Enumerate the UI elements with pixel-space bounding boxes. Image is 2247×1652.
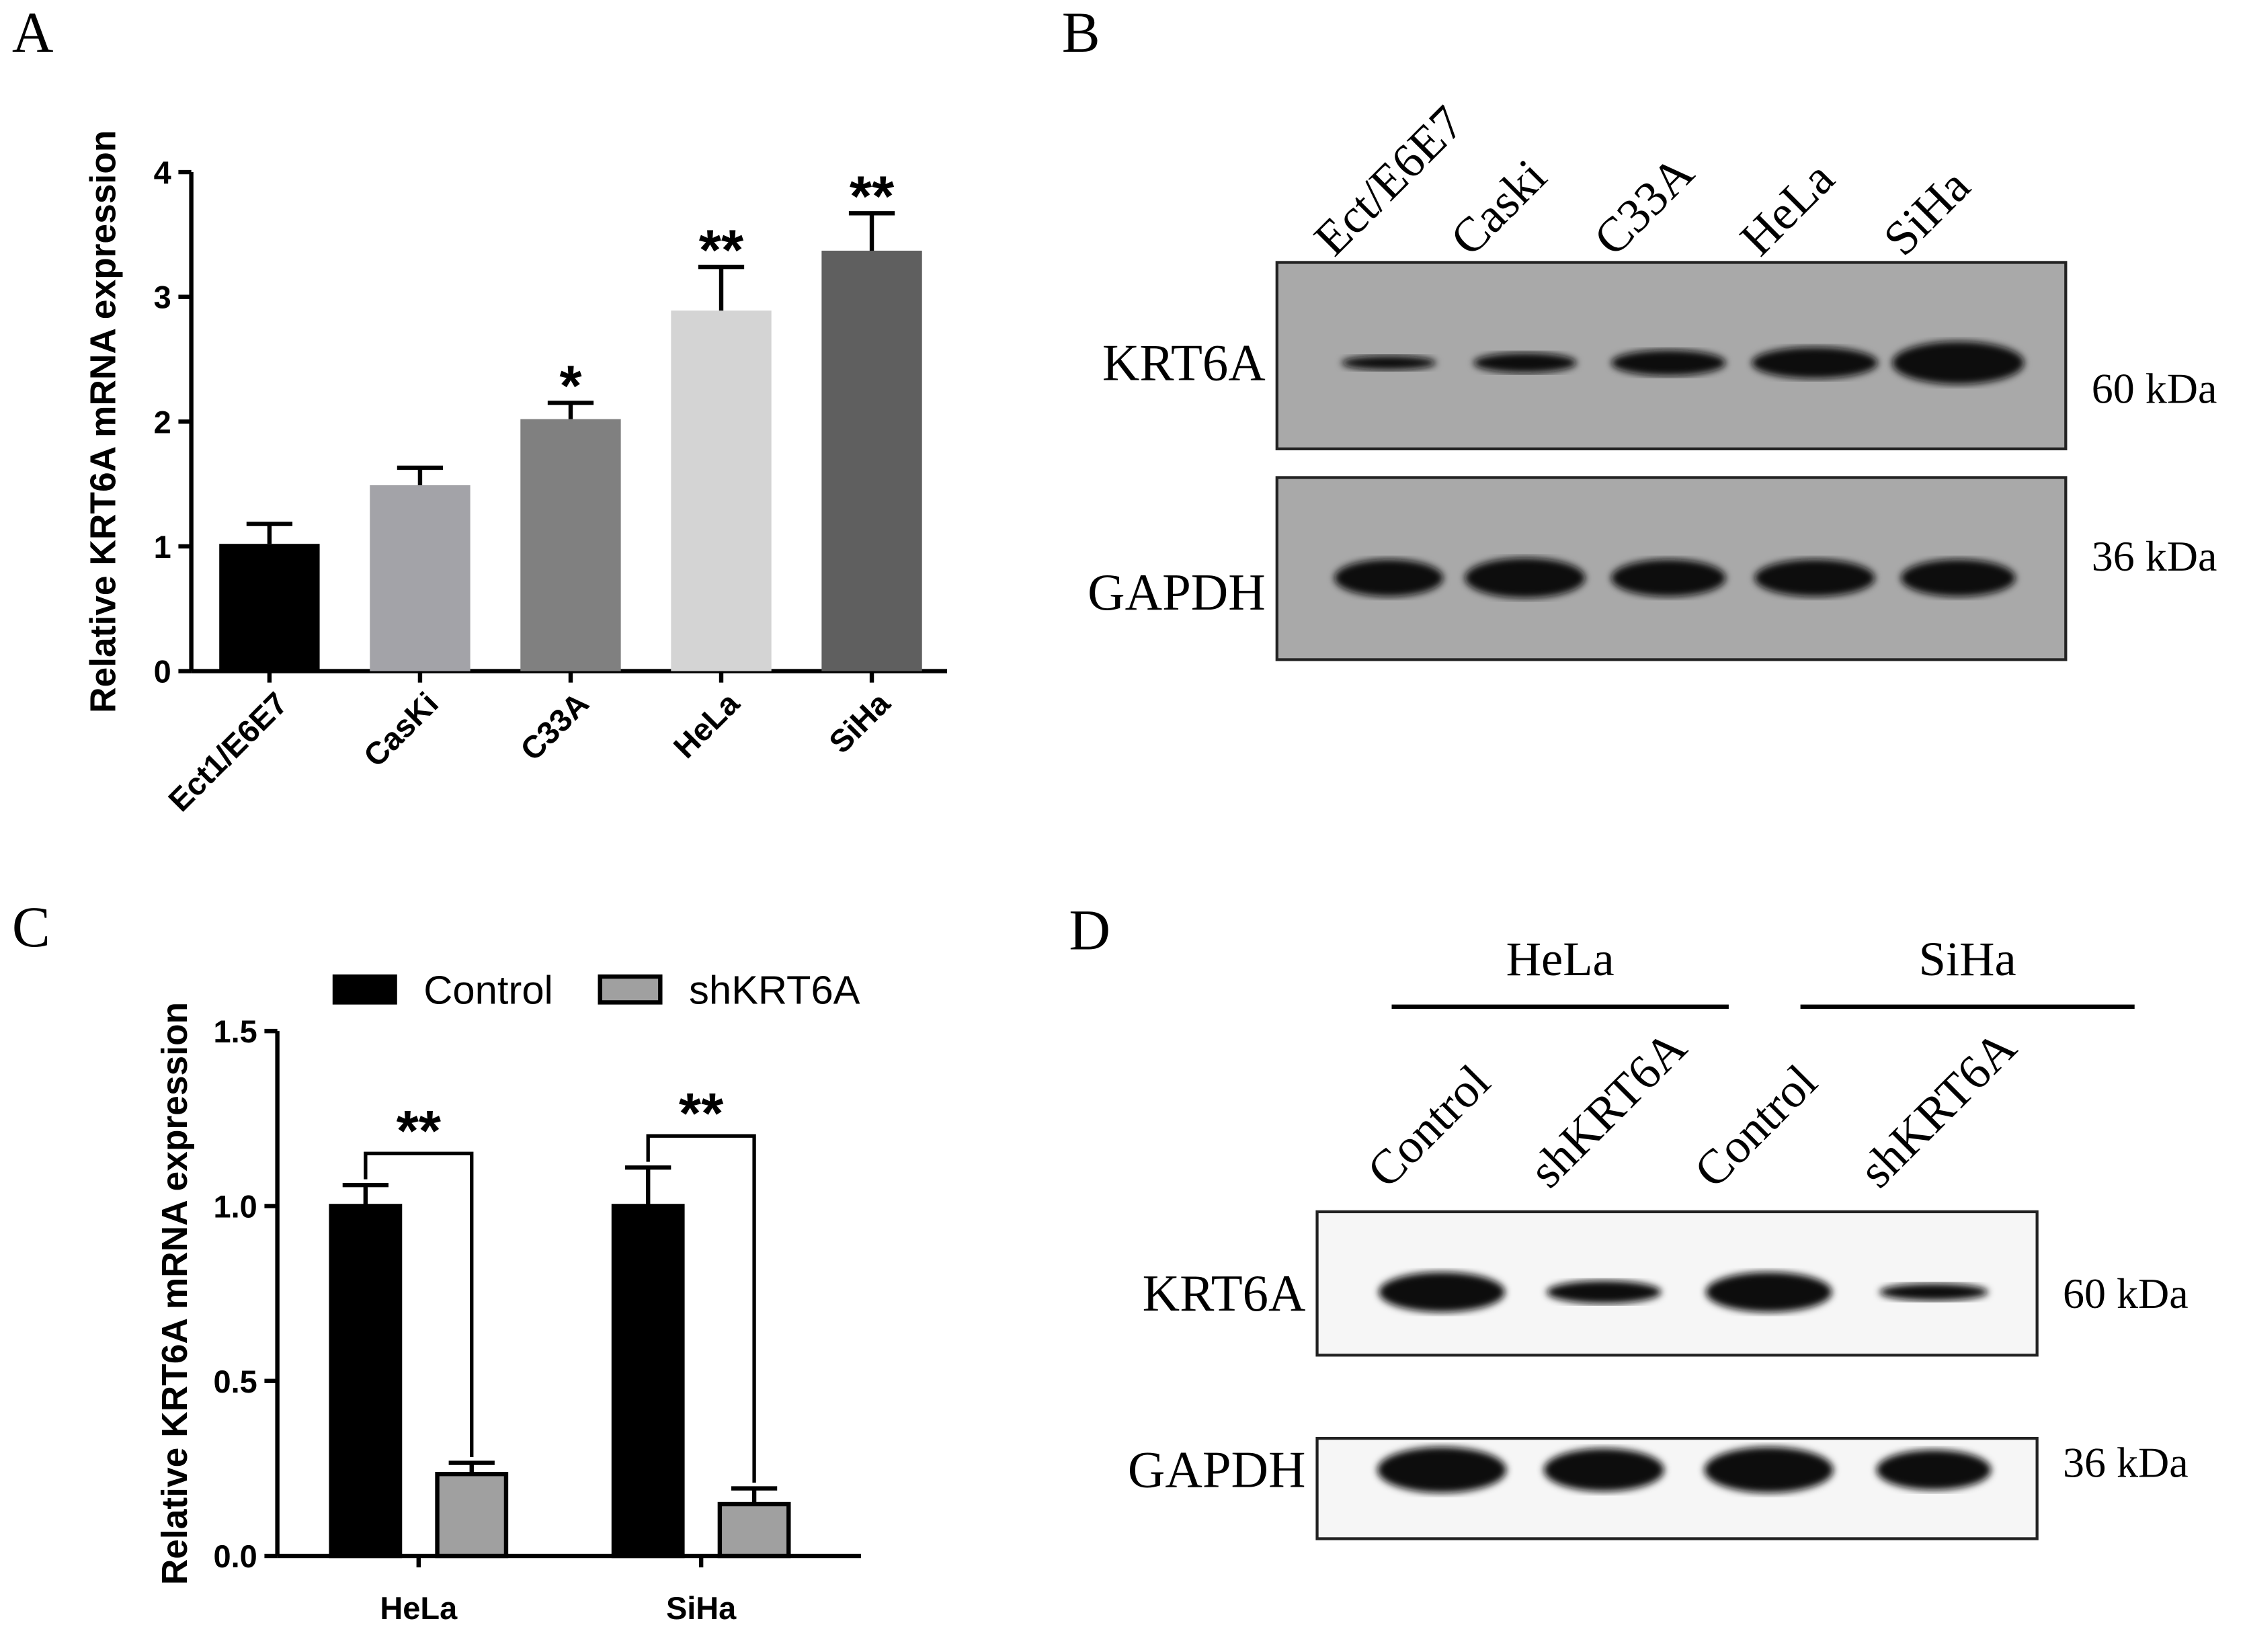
band	[1610, 349, 1726, 376]
significance: *	[559, 355, 582, 419]
size-label: 60 kDa	[2092, 365, 2217, 413]
lane-label: SiHa	[1873, 159, 1980, 266]
y-tick-label: 1.5	[214, 1014, 257, 1049]
band	[1704, 1446, 1834, 1493]
band	[1705, 1272, 1832, 1313]
x-tick-label: HeLa	[667, 685, 747, 765]
size-label: 60 kDa	[2063, 1270, 2189, 1317]
band	[1892, 341, 2025, 384]
y-tick-label: 0	[154, 655, 171, 690]
panel-letter: B	[1062, 1, 1100, 65]
lane-label: Ect/E6E7	[1303, 95, 1474, 266]
group-label: SiHa	[1919, 932, 2016, 986]
band	[1876, 1450, 1992, 1490]
lane-label: Control	[1356, 1054, 1500, 1198]
bar	[520, 419, 621, 671]
bar	[370, 485, 471, 671]
bar	[329, 1204, 403, 1559]
y-tick-label: 0.5	[214, 1364, 257, 1399]
y-tick-label: 4	[154, 155, 171, 190]
bar	[435, 1472, 509, 1559]
significance: **	[397, 1100, 442, 1163]
bar	[717, 1501, 791, 1559]
lane-label: HeLa	[1729, 151, 1844, 265]
band	[1752, 347, 1878, 379]
row-label: GAPDH	[1088, 564, 1266, 621]
bar	[821, 250, 922, 671]
significance: **	[699, 218, 744, 282]
band	[1465, 558, 1586, 598]
significance: **	[679, 1082, 724, 1146]
group-label: HeLa	[1506, 932, 1615, 986]
lane-label: Caski	[1440, 149, 1557, 265]
bar	[219, 544, 320, 671]
x-tick-label: C33A	[514, 686, 596, 768]
x-tick-label: SiHa	[822, 685, 897, 759]
y-axis-label: Relative KRT6A mRNA expression	[84, 130, 124, 713]
band	[1341, 356, 1436, 370]
legend-swatch	[332, 974, 397, 1005]
lane-label: shKRT6A	[1518, 1020, 1697, 1198]
x-tick-label: Ect1/E6E7	[162, 686, 294, 818]
band	[1377, 1446, 1507, 1493]
row-label: KRT6A	[1143, 1265, 1306, 1322]
y-tick-label: 3	[154, 280, 171, 315]
band	[1543, 1448, 1664, 1492]
band	[1754, 559, 1875, 597]
y-tick-label: 0.0	[214, 1539, 257, 1574]
lane-label: shKRT6A	[1848, 1020, 2027, 1198]
significance-bracket	[646, 1134, 756, 1483]
band	[1900, 559, 2016, 597]
band	[1473, 352, 1577, 373]
row-label: KRT6A	[1102, 334, 1266, 391]
lane-label: C33A	[1583, 145, 1704, 266]
x-tick-label: SiHa	[666, 1591, 737, 1626]
panel-letter: D	[1069, 899, 1110, 962]
band	[1879, 1283, 1989, 1301]
legend-label: shKRT6A	[689, 968, 860, 1013]
size-label: 36 kDa	[2092, 532, 2217, 580]
y-tick-label: 2	[154, 405, 171, 440]
band	[1546, 1280, 1662, 1304]
size-label: 36 kDa	[2063, 1439, 2189, 1487]
band	[1379, 1272, 1506, 1313]
panel-letter: A	[12, 1, 54, 65]
y-tick-label: 1.0	[214, 1189, 257, 1224]
legend-swatch	[598, 974, 663, 1005]
band	[1610, 559, 1726, 597]
x-tick-label: CasKi	[357, 686, 445, 774]
row-label: GAPDH	[1128, 1442, 1306, 1499]
lane-label: Control	[1684, 1054, 1828, 1198]
significance-bracket	[364, 1151, 474, 1458]
significance: **	[850, 165, 895, 229]
band	[1334, 559, 1444, 597]
bar	[671, 311, 772, 671]
legend-label: Control	[423, 968, 553, 1013]
panel-letter: C	[12, 896, 50, 959]
y-tick-label: 1	[154, 530, 171, 565]
bar	[611, 1204, 685, 1559]
x-tick-label: HeLa	[380, 1591, 458, 1626]
y-axis-label: Relative KRT6A mRNA expression	[155, 1002, 195, 1585]
